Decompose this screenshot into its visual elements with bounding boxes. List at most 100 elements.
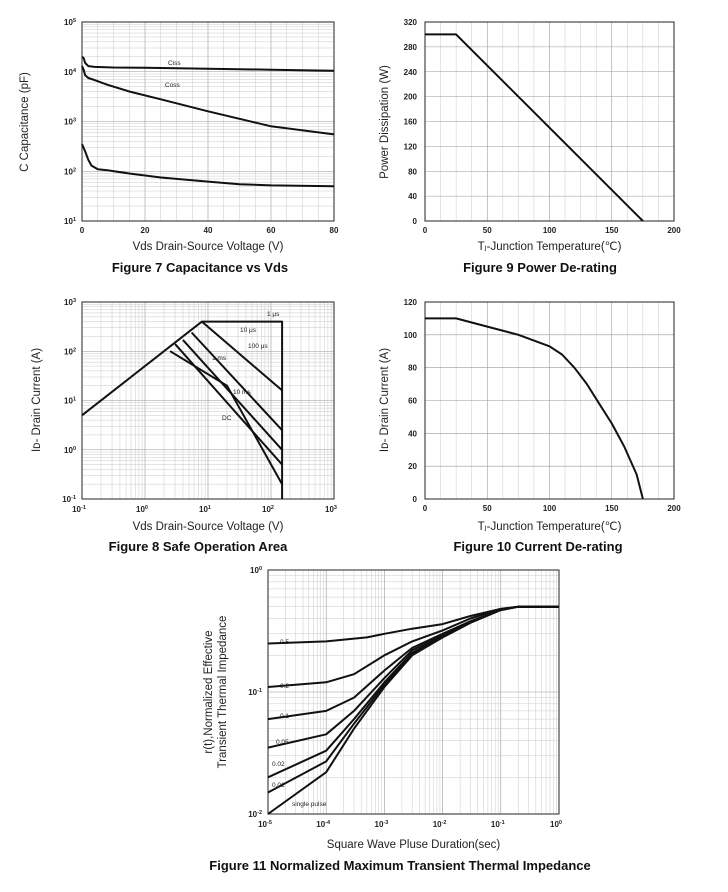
curve-label: 0.01 bbox=[272, 782, 285, 789]
plot-border bbox=[81, 21, 335, 222]
y-tick-label: 280 bbox=[404, 43, 418, 52]
y-tick-label: 40 bbox=[408, 429, 417, 438]
y-tick-label: 200 bbox=[404, 93, 418, 102]
curve-label: 0.1 bbox=[280, 713, 289, 720]
y-tick-label: 240 bbox=[404, 68, 418, 77]
gridlines bbox=[268, 570, 559, 814]
plot-border bbox=[267, 569, 560, 815]
x-tick-label: 10-4 bbox=[316, 820, 331, 829]
y-tick-label: 0 bbox=[413, 495, 418, 504]
curve-label: 100 μs bbox=[248, 343, 268, 350]
y-tick-label: 10-1 bbox=[62, 495, 76, 504]
x-tick-label: 10-1 bbox=[72, 505, 86, 514]
x-tick-label: 100 bbox=[543, 226, 557, 235]
series-lines bbox=[81, 320, 284, 499]
curve-annotations: 1 μs 10 μs 100 μs 1 ms 10 ms DC bbox=[212, 311, 280, 422]
gridlines bbox=[425, 22, 674, 221]
y-axis-label: Power Dissipation (W) bbox=[379, 65, 391, 179]
curve-label: single pulse bbox=[292, 801, 327, 808]
x-axis-label: Square Wave Pluse Duration(sec) bbox=[327, 839, 501, 851]
x-tick-label: 50 bbox=[483, 226, 492, 235]
y-tick-label: 100 bbox=[404, 331, 418, 340]
x-tick-label: 100 bbox=[550, 820, 562, 829]
fig8-chart: 10-1 100 101 102 103 10-1 100 101 102 103 Vds Drai… bbox=[31, 298, 337, 554]
curve-label: 1 μs bbox=[267, 311, 280, 318]
series-line-0 bbox=[425, 317, 644, 500]
y-axis-label: Transient Thermal Impedance bbox=[217, 616, 229, 769]
x-tick-label: 0 bbox=[80, 226, 85, 235]
series-line-100-s bbox=[190, 331, 283, 431]
y-tick-label: 100 bbox=[250, 566, 262, 575]
y-tick-label: 0 bbox=[413, 217, 418, 226]
x-tick-label: 10-3 bbox=[375, 820, 389, 829]
tick-labels: 10-5 10-4 10-3 10-2 10-1 100 10-2 10-1 100 bbox=[248, 566, 562, 829]
x-tick-label: 0 bbox=[423, 226, 428, 235]
series-lines bbox=[425, 317, 644, 500]
y-axis-label: Iᴅ- Drain Current (A) bbox=[31, 348, 43, 452]
x-tick-label: 150 bbox=[605, 226, 619, 235]
x-tick-label: 80 bbox=[330, 226, 339, 235]
x-tick-label: 10-5 bbox=[258, 820, 272, 829]
y-tick-label: 103 bbox=[64, 118, 76, 127]
x-tick-label: 200 bbox=[667, 226, 681, 235]
tick-labels: 10-1 100 101 102 103 10-1 100 101 102 103 bbox=[62, 298, 337, 514]
fig10-chart: 0 50 100 150 200 0 20 40 60 80 100 120 Tⱼ-Junction T… bbox=[379, 298, 681, 554]
y-tick-label: 104 bbox=[64, 68, 77, 77]
tick-labels: 0 50 100 150 200 0 40 80 120 160 200 240 280 320 bbox=[404, 18, 682, 235]
x-tick-label: 200 bbox=[667, 504, 681, 513]
figure-caption: Figure 11 Normalized Maximum Transient T… bbox=[209, 858, 590, 873]
y-tick-label: 40 bbox=[408, 192, 417, 201]
x-tick-label: 103 bbox=[325, 505, 337, 514]
y-tick-label: 101 bbox=[64, 397, 76, 406]
y-tick-label: 80 bbox=[408, 364, 417, 373]
y-tick-label: 105 bbox=[64, 18, 76, 27]
curve-label: 0.02 bbox=[272, 761, 285, 768]
y-tick-label: 100 bbox=[64, 446, 76, 455]
curve-label: 0.5 bbox=[280, 639, 289, 646]
x-axis-label: Vds Drain-Source Voltage (V) bbox=[133, 241, 284, 253]
y-tick-label: 102 bbox=[64, 167, 76, 176]
x-tick-label: 10-1 bbox=[491, 820, 505, 829]
curve-annotations: 0.5 0.2 0.1 0.05 0.02 0.01 single pulse bbox=[272, 639, 327, 808]
figure-caption: Figure 9 Power De-rating bbox=[463, 260, 617, 275]
curve-label: 0.2 bbox=[280, 683, 289, 690]
curve-label: Coss bbox=[165, 82, 181, 89]
x-tick-label: 10-2 bbox=[433, 820, 447, 829]
y-tick-label: 103 bbox=[64, 298, 76, 307]
series-line-single-pulse bbox=[267, 605, 559, 815]
y-tick-label: 101 bbox=[64, 217, 76, 226]
series-line-1-s bbox=[81, 320, 284, 499]
y-tick-label: 60 bbox=[408, 397, 417, 406]
x-axis-label: Tⱼ-Junction Temperature(℃) bbox=[478, 241, 622, 253]
figure-caption: Figure 8 Safe Operation Area bbox=[109, 539, 288, 554]
y-tick-label: 160 bbox=[404, 118, 418, 127]
curve-label: 10 ms bbox=[233, 389, 251, 396]
series-line-10-s bbox=[201, 320, 283, 392]
curve-label: 1 ms bbox=[212, 355, 227, 362]
x-tick-label: 100 bbox=[543, 504, 557, 513]
y-tick-label: 20 bbox=[408, 462, 417, 471]
x-axis-label: Vds Drain-Source Voltage (V) bbox=[133, 521, 284, 533]
fig11-chart: 10-5 10-4 10-3 10-2 10-1 100 10-2 10-1 100 Square… bbox=[203, 566, 591, 873]
series-line-ciss bbox=[81, 55, 335, 72]
y-tick-label: 10-2 bbox=[248, 810, 262, 819]
series-line-dc bbox=[169, 350, 283, 485]
plot-border bbox=[424, 21, 675, 222]
gridlines bbox=[82, 302, 334, 499]
curve-label: Ciss bbox=[168, 60, 181, 67]
x-tick-label: 60 bbox=[267, 226, 276, 235]
curve-annotations: Ciss Coss bbox=[165, 60, 181, 89]
y-tick-label: 120 bbox=[404, 142, 418, 151]
series-lines bbox=[267, 605, 559, 815]
x-axis-label: Tⱼ-Junction Temperature(℃) bbox=[478, 521, 622, 533]
y-axis-label: r(t),Normalized Effective bbox=[203, 630, 215, 753]
x-tick-label: 102 bbox=[262, 505, 274, 514]
x-tick-label: 100 bbox=[136, 505, 148, 514]
fig7-chart: 0 20 40 60 80 101 102 103 104 105 Vds Drain-Source… bbox=[19, 18, 339, 275]
x-tick-label: 101 bbox=[199, 505, 211, 514]
plot-border bbox=[81, 301, 335, 500]
y-tick-label: 320 bbox=[404, 18, 418, 27]
tick-labels: 0 50 100 150 200 0 20 40 60 80 100 120 bbox=[404, 298, 682, 513]
tick-labels: 0 20 40 60 80 101 102 103 104 105 bbox=[64, 18, 339, 235]
x-tick-label: 20 bbox=[141, 226, 150, 235]
